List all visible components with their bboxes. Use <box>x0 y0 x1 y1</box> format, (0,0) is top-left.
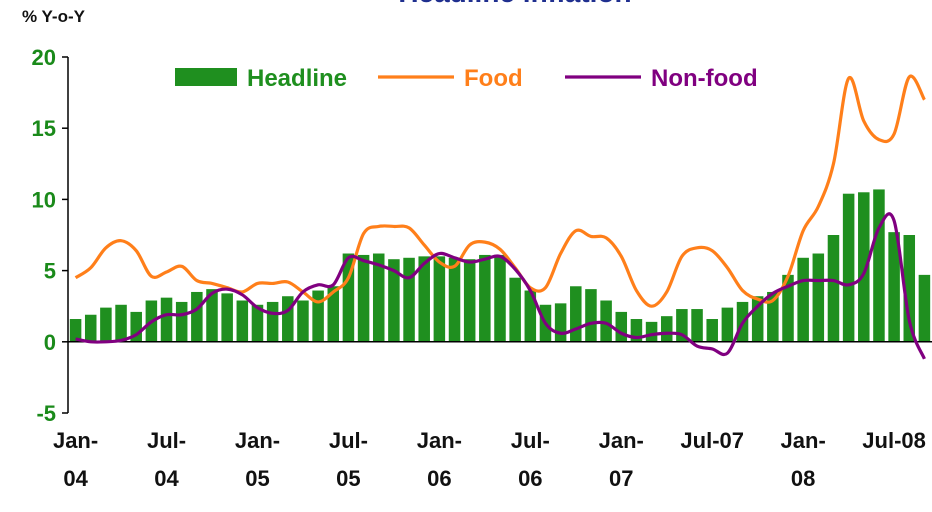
legend-swatch <box>175 68 237 86</box>
bar <box>175 301 188 342</box>
bar <box>570 286 582 342</box>
bar <box>888 232 900 342</box>
legend-label: Food <box>464 65 523 92</box>
bar <box>479 254 491 342</box>
bar <box>903 235 916 342</box>
x-tick-label: Jan- 08 <box>780 428 826 491</box>
x-tick-label: Jul- 04 <box>146 428 187 491</box>
bar <box>115 304 127 342</box>
bar <box>266 301 279 342</box>
bar <box>797 257 809 342</box>
bar <box>448 257 461 342</box>
bar <box>342 253 355 342</box>
x-tick-label: Jul-08 <box>862 428 926 453</box>
bar <box>615 311 628 342</box>
bar <box>327 286 340 342</box>
bar <box>388 259 400 342</box>
bar <box>69 319 82 342</box>
bar <box>873 189 885 342</box>
legend-label: Non-food <box>651 65 758 92</box>
bar <box>767 291 779 342</box>
bar <box>130 311 142 342</box>
bar <box>524 290 537 342</box>
bar <box>236 300 249 342</box>
bar <box>297 300 309 342</box>
bar <box>191 291 203 342</box>
x-tick-label: Jan- 06 <box>416 428 462 491</box>
x-tick-label: Jan- 07 <box>598 428 644 491</box>
y-axis-label: % Y-o-Y <box>22 7 86 26</box>
bar <box>509 277 521 342</box>
bar <box>645 321 658 342</box>
y-tick-label: 10 <box>32 187 56 212</box>
y-tick-label: 5 <box>44 259 56 284</box>
bar <box>312 290 324 342</box>
legend-label: Headline <box>247 65 347 92</box>
bar <box>418 256 430 342</box>
bar <box>630 319 643 342</box>
bar <box>858 192 870 342</box>
bar <box>433 256 446 342</box>
y-tick-label: 15 <box>32 116 56 141</box>
bar <box>282 296 294 342</box>
y-tick-label: -5 <box>36 401 56 426</box>
bar <box>251 304 264 342</box>
bar <box>372 253 385 342</box>
bar <box>357 254 370 342</box>
bar <box>751 296 764 342</box>
line <box>75 212 926 360</box>
bar <box>206 289 218 342</box>
bar <box>585 289 597 342</box>
bar <box>463 259 476 342</box>
bar <box>600 300 612 342</box>
x-tick-label: Jul- 06 <box>510 428 550 491</box>
x-tick-label: Jul-07 <box>680 428 744 453</box>
bar <box>842 193 855 342</box>
y-tick-label: 0 <box>44 330 56 355</box>
bar <box>676 309 688 342</box>
bar <box>494 254 506 342</box>
bar <box>403 257 415 342</box>
x-tick-label: Jan- 05 <box>234 428 281 491</box>
x-tick-label: Jan- 04 <box>52 428 99 491</box>
bar <box>660 316 673 342</box>
bar <box>782 274 794 342</box>
chart-title: Headline inflation <box>398 0 631 8</box>
line <box>74 74 926 308</box>
y-tick-label: 20 <box>32 45 56 70</box>
x-tick-label: Jul- 05 <box>328 428 368 491</box>
bar <box>812 253 825 342</box>
bar <box>554 303 567 342</box>
bar <box>691 309 703 342</box>
bar <box>160 297 173 342</box>
bar <box>221 293 233 342</box>
bar <box>84 314 97 342</box>
bar <box>706 319 718 342</box>
bar <box>100 307 112 342</box>
bar <box>918 274 931 342</box>
bar <box>827 235 840 342</box>
bar <box>721 307 734 342</box>
